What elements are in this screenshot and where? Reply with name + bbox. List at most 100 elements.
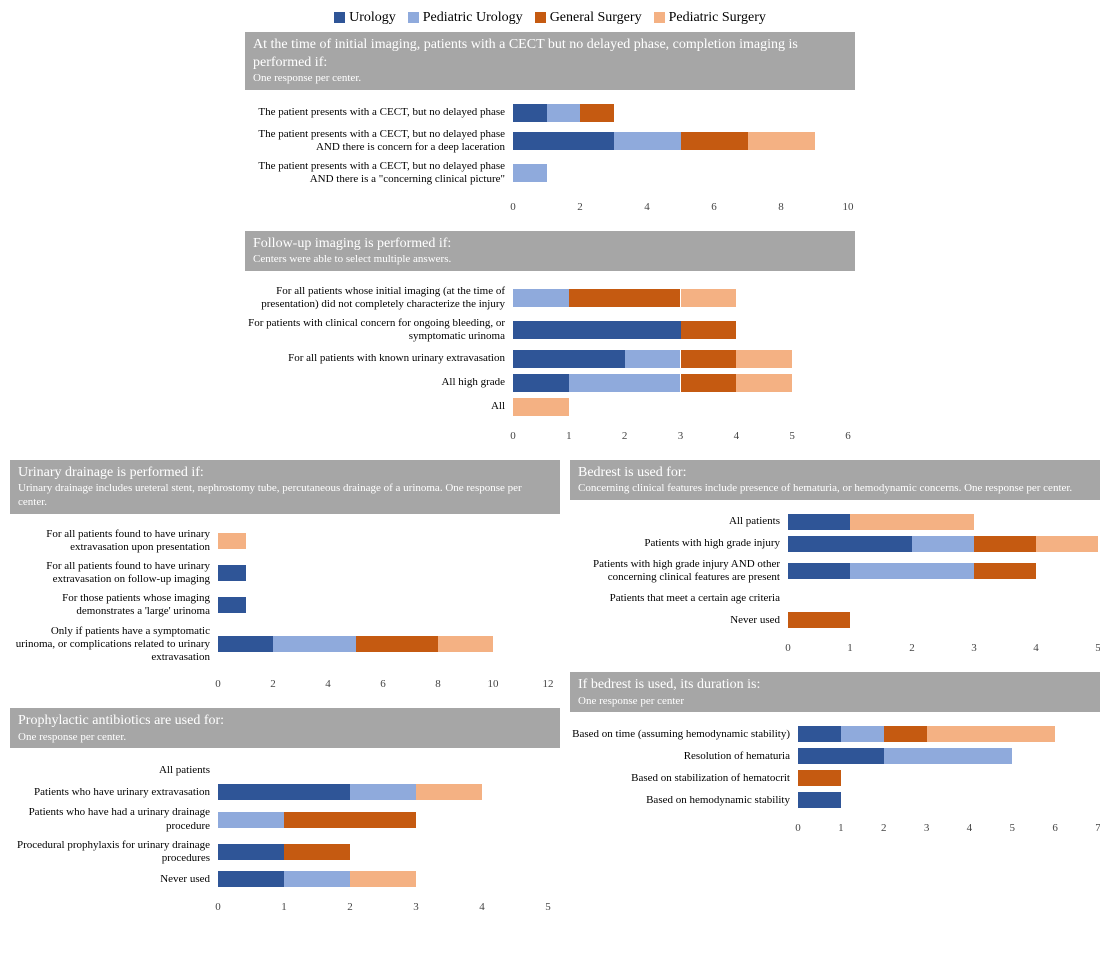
bar-row: For patients with clinical concern for o… (245, 317, 843, 343)
bar-segment (218, 597, 246, 613)
x-tick: 6 (1052, 822, 1058, 834)
x-tick: 0 (510, 201, 516, 213)
x-tick: 4 (479, 901, 485, 913)
x-tick: 0 (795, 822, 801, 834)
chart-panel-bedrest: Bedrest is used for:Concerning clinical … (570, 460, 1100, 663)
x-tick: 4 (644, 201, 650, 213)
bar-label: Procedural prophylaxis for urinary drain… (10, 839, 218, 865)
bar-row: Based on time (assuming hemodynamic stab… (570, 726, 1098, 742)
chart-panel-completion-imaging: At the time of initial imaging, patients… (245, 32, 855, 221)
bar-segment (218, 533, 246, 549)
bar-track (513, 398, 843, 416)
bar-row: Never used (570, 612, 1098, 628)
bar-track (218, 636, 548, 652)
bar-row: For all patients found to have urinary e… (10, 560, 548, 586)
legend-label: Urology (349, 10, 396, 25)
x-tick: 10 (488, 678, 499, 690)
bar-segment (547, 104, 581, 122)
bar-track (798, 792, 1098, 808)
x-tick: 4 (1033, 642, 1039, 654)
legend-swatch (408, 12, 419, 23)
x-tick: 5 (1095, 642, 1100, 654)
x-tick: 6 (845, 430, 851, 442)
bar-segment (273, 636, 356, 652)
bar-label: Based on hemodynamic stability (570, 794, 798, 807)
bar-segment (884, 726, 927, 742)
bar-segment (625, 350, 681, 368)
x-tick: 4 (734, 430, 740, 442)
x-tick: 12 (543, 678, 554, 690)
bar-label: Patients with high grade injury (570, 537, 788, 550)
panel-header: At the time of initial imaging, patients… (245, 32, 855, 90)
bar-row: The patient presents with a CECT, but no… (245, 160, 843, 186)
panel-title: If bedrest is used, its duration is: (578, 676, 1100, 694)
chart-body: All patientsPatients who have urinary ex… (10, 748, 560, 921)
x-tick: 3 (678, 430, 684, 442)
bar-segment (798, 770, 841, 786)
x-tick: 0 (215, 901, 221, 913)
bar-segment (748, 132, 815, 150)
bar-row: Based on stabilization of hematocrit (570, 770, 1098, 786)
bar-segment (927, 726, 1056, 742)
x-tick: 4 (325, 678, 331, 690)
panel-title: Urinary drainage is performed if: (18, 464, 552, 482)
panel-subtitle: Urinary drainage includes ureteral stent… (18, 482, 552, 510)
bar-segment (884, 748, 1013, 764)
bar-segment (681, 289, 737, 307)
bar-label: Never used (10, 873, 218, 886)
bar-segment (218, 565, 246, 581)
bar-label: All patients (10, 764, 218, 777)
bar-segment (513, 164, 547, 182)
chart-body: Based on time (assuming hemodynamic stab… (570, 712, 1100, 842)
bar-track (218, 844, 548, 860)
x-tick: 7 (1095, 822, 1100, 834)
bar-track (218, 762, 548, 778)
x-tick: 4 (967, 822, 973, 834)
x-tick: 10 (843, 201, 854, 213)
bar-row: Patients that meet a certain age criteri… (570, 590, 1098, 606)
bar-segment (798, 726, 841, 742)
bar-segment (438, 636, 493, 652)
panel-subtitle: One response per center. (253, 72, 847, 86)
bar-track (218, 533, 548, 549)
legend-label: Pediatric Urology (423, 10, 523, 25)
bar-track (218, 597, 548, 613)
x-tick: 0 (215, 678, 221, 690)
bar-row: The patient presents with a CECT, but no… (245, 104, 843, 122)
x-tick: 5 (1010, 822, 1016, 834)
x-tick: 3 (971, 642, 977, 654)
chart-body: For all patients whose initial imaging (… (245, 271, 855, 450)
x-tick: 0 (785, 642, 791, 654)
x-tick: 3 (924, 822, 930, 834)
bar-track (788, 563, 1098, 579)
panel-title: At the time of initial imaging, patients… (253, 36, 847, 71)
chart-body: For all patients found to have urinary e… (10, 514, 560, 699)
top-column: At the time of initial imaging, patients… (245, 32, 855, 460)
legend-item: Pediatric Urology (408, 10, 523, 26)
bar-segment (218, 784, 350, 800)
bar-track (788, 612, 1098, 628)
bar-label: The patient presents with a CECT, but no… (245, 160, 513, 186)
bar-segment (614, 132, 681, 150)
x-tick: 2 (577, 201, 583, 213)
bar-label: The patient presents with a CECT, but no… (245, 128, 513, 154)
legend-label: General Surgery (550, 10, 642, 25)
legend-label: Pediatric Surgery (669, 10, 766, 25)
bar-row: For all patients whose initial imaging (… (245, 285, 843, 311)
bar-row: Patients with high grade injury (570, 536, 1098, 552)
bar-track (798, 726, 1098, 742)
bar-row: All patients (10, 762, 548, 778)
legend-item: Pediatric Surgery (654, 10, 766, 26)
bar-segment (736, 374, 792, 392)
bar-segment (416, 784, 482, 800)
bar-track (798, 748, 1098, 764)
bar-row: Patients with high grade injury AND othe… (570, 558, 1098, 584)
bar-track (218, 812, 548, 828)
bar-label: For those patients whose imaging demonst… (10, 592, 218, 618)
bar-segment (1036, 536, 1098, 552)
panel-subtitle: Centers were able to select multiple ans… (253, 253, 847, 267)
bar-segment (798, 748, 884, 764)
bar-segment (850, 514, 974, 530)
bar-segment (513, 374, 569, 392)
chart-panel-urinary-drainage: Urinary drainage is performed if:Urinary… (10, 460, 560, 699)
